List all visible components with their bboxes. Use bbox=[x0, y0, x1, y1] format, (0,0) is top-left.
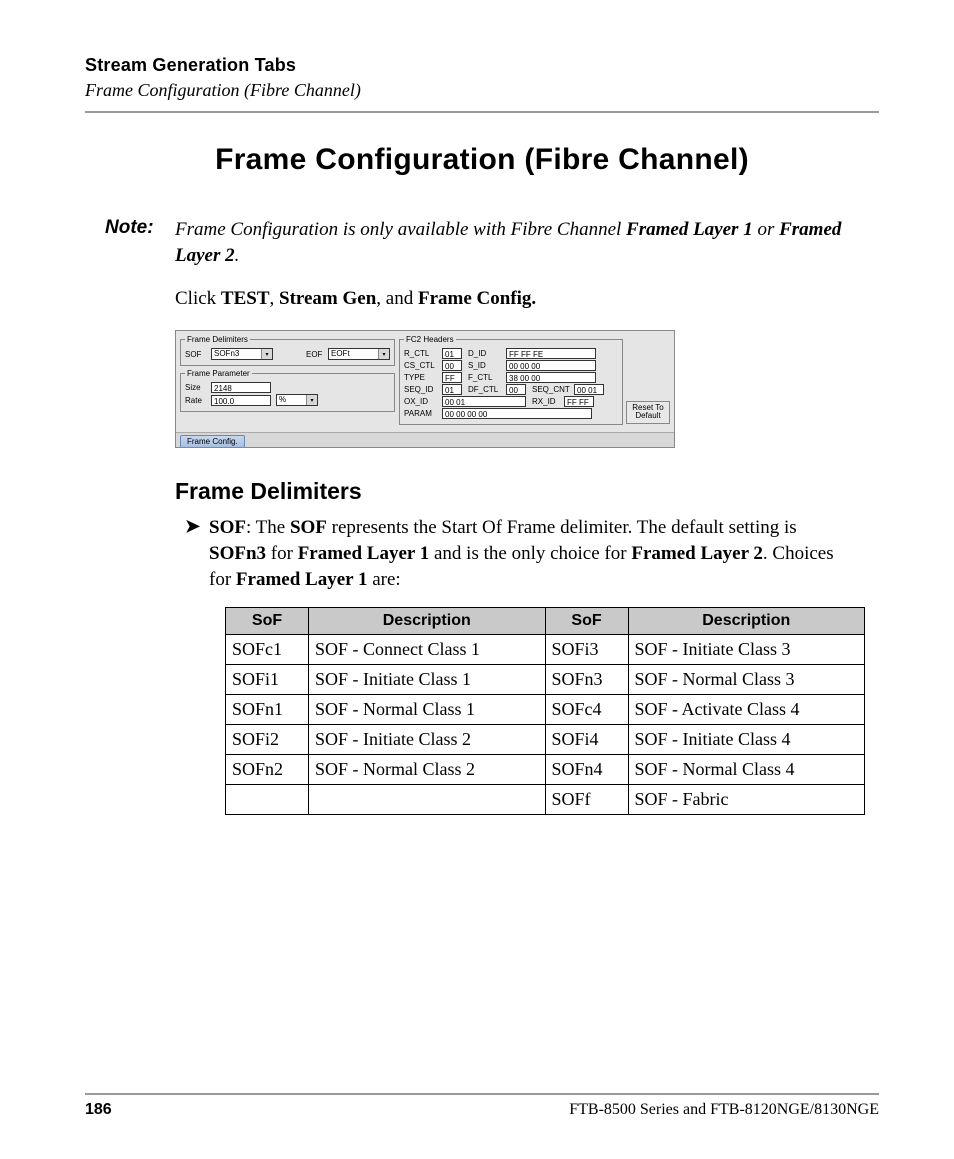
reset-default-button[interactable]: Reset To Default bbox=[626, 401, 670, 425]
th-desc-2: Description bbox=[628, 608, 865, 635]
table-cell: SOF - Fabric bbox=[628, 785, 865, 815]
table-cell: SOFn4 bbox=[545, 755, 628, 785]
chevron-down-icon: ▾ bbox=[378, 349, 389, 359]
frame-delimiters-legend: Frame Delimiters bbox=[185, 335, 250, 344]
ox-id-input[interactable]: 00 01 bbox=[442, 396, 526, 407]
df-ctl-input[interactable]: 00 bbox=[506, 384, 526, 395]
header-rule bbox=[85, 111, 879, 113]
chevron-down-icon: ▾ bbox=[261, 349, 272, 359]
bullet-text: SOF: The SOF represents the Start Of Fra… bbox=[209, 515, 839, 592]
footer-rule bbox=[85, 1093, 879, 1095]
eof-label: EOF bbox=[306, 350, 326, 359]
table-row: SOFn1SOF - Normal Class 1SOFc4SOF - Acti… bbox=[226, 695, 865, 725]
th-desc-1: Description bbox=[309, 608, 546, 635]
df-ctl-label: DF_CTL bbox=[468, 385, 504, 394]
ui-screenshot: Frame Delimiters SOF SOFn3 ▾ EOF EOFt ▾ bbox=[175, 330, 675, 448]
d-id-input[interactable]: FF FF FE bbox=[506, 348, 596, 359]
header-title: Stream Generation Tabs bbox=[85, 55, 879, 76]
note-text: Frame Configuration is only available wi… bbox=[175, 217, 879, 268]
header-subtitle: Frame Configuration (Fibre Channel) bbox=[85, 80, 879, 101]
table-cell: SOFi4 bbox=[545, 725, 628, 755]
table-cell: SOF - Normal Class 1 bbox=[309, 695, 546, 725]
table-cell bbox=[309, 785, 546, 815]
param-input[interactable]: 00 00 00 00 bbox=[442, 408, 592, 419]
type-input[interactable]: FF bbox=[442, 372, 462, 383]
table-cell: SOFc4 bbox=[545, 695, 628, 725]
table-row: SOFc1SOF - Connect Class 1SOFi3SOF - Ini… bbox=[226, 635, 865, 665]
table-cell: SOF - Initiate Class 3 bbox=[628, 635, 865, 665]
table-cell: SOFc1 bbox=[226, 635, 309, 665]
seq-cnt-label: SEQ_CNT bbox=[532, 385, 572, 394]
d-id-label: D_ID bbox=[468, 349, 504, 358]
sof-table: SoF Description SoF Description SOFc1SOF… bbox=[225, 607, 865, 815]
table-cell: SOF - Normal Class 3 bbox=[628, 665, 865, 695]
r-ctl-input[interactable]: 01 bbox=[442, 348, 462, 359]
table-cell: SOF - Initiate Class 1 bbox=[309, 665, 546, 695]
rate-label: Rate bbox=[185, 396, 209, 405]
s-id-label: S_ID bbox=[468, 361, 504, 370]
table-row: SOFi2SOF - Initiate Class 2SOFi4SOF - In… bbox=[226, 725, 865, 755]
table-cell: SOFn2 bbox=[226, 755, 309, 785]
fc2-headers-group: FC2 Headers R_CTL 01 D_ID FF FF FE CS_CT… bbox=[399, 335, 623, 425]
type-label: TYPE bbox=[404, 373, 440, 382]
seq-id-label: SEQ_ID bbox=[404, 385, 440, 394]
tab-bar: Frame Config. bbox=[176, 432, 674, 447]
table-cell: SOF - Activate Class 4 bbox=[628, 695, 865, 725]
table-cell: SOFf bbox=[545, 785, 628, 815]
r-ctl-label: R_CTL bbox=[404, 349, 440, 358]
table-cell: SOF - Connect Class 1 bbox=[309, 635, 546, 665]
table-row: SOFn2SOF - Normal Class 2SOFn4SOF - Norm… bbox=[226, 755, 865, 785]
table-row: SOFi1SOF - Initiate Class 1SOFn3SOF - No… bbox=[226, 665, 865, 695]
size-input[interactable]: 2148 bbox=[211, 382, 271, 393]
table-cell: SOFi1 bbox=[226, 665, 309, 695]
cs-ctl-input[interactable]: 00 bbox=[442, 360, 462, 371]
table-row: SOFfSOF - Fabric bbox=[226, 785, 865, 815]
table-cell: SOF - Normal Class 4 bbox=[628, 755, 865, 785]
param-label: PARAM bbox=[404, 409, 440, 418]
ox-id-label: OX_ID bbox=[404, 397, 440, 406]
sof-select[interactable]: SOFn3 ▾ bbox=[211, 348, 273, 360]
frame-delimiters-group: Frame Delimiters SOF SOFn3 ▾ EOF EOFt ▾ bbox=[180, 335, 395, 366]
note-label: Note: bbox=[105, 217, 175, 268]
eof-select[interactable]: EOFt ▾ bbox=[328, 348, 390, 360]
chevron-down-icon: ▾ bbox=[306, 395, 317, 405]
seq-id-input[interactable]: 01 bbox=[442, 384, 462, 395]
rx-id-label: RX_ID bbox=[532, 397, 562, 406]
table-cell: SOF - Initiate Class 4 bbox=[628, 725, 865, 755]
sof-label: SOF bbox=[185, 350, 209, 359]
th-sof-1: SoF bbox=[226, 608, 309, 635]
instruction: Click TEST, Stream Gen, and Frame Config… bbox=[175, 288, 879, 310]
table-cell: SOFn3 bbox=[545, 665, 628, 695]
size-label: Size bbox=[185, 383, 209, 392]
table-cell: SOFi3 bbox=[545, 635, 628, 665]
page-number: 186 bbox=[85, 1101, 112, 1119]
table-cell: SOFn1 bbox=[226, 695, 309, 725]
table-cell: SOF - Normal Class 2 bbox=[309, 755, 546, 785]
rate-input[interactable]: 100.0 bbox=[211, 395, 271, 406]
tab-frame-config[interactable]: Frame Config. bbox=[180, 435, 245, 447]
section-title: Frame Delimiters bbox=[175, 478, 879, 505]
table-cell bbox=[226, 785, 309, 815]
cs-ctl-label: CS_CTL bbox=[404, 361, 440, 370]
page-title: Frame Configuration (Fibre Channel) bbox=[85, 143, 879, 177]
rate-unit-select[interactable]: % ▾ bbox=[276, 394, 318, 406]
rx-id-input[interactable]: FF FF bbox=[564, 396, 594, 407]
doc-id: FTB-8500 Series and FTB-8120NGE/8130NGE bbox=[569, 1101, 879, 1119]
bullet-icon: ➤ bbox=[185, 515, 209, 592]
table-cell: SOFi2 bbox=[226, 725, 309, 755]
f-ctl-input[interactable]: 38 00 00 bbox=[506, 372, 596, 383]
s-id-input[interactable]: 00 00 00 bbox=[506, 360, 596, 371]
seq-cnt-input[interactable]: 00 01 bbox=[574, 384, 604, 395]
table-cell: SOF - Initiate Class 2 bbox=[309, 725, 546, 755]
th-sof-2: SoF bbox=[545, 608, 628, 635]
f-ctl-label: F_CTL bbox=[468, 373, 504, 382]
fc2-headers-legend: FC2 Headers bbox=[404, 335, 456, 344]
frame-parameter-legend: Frame Parameter bbox=[185, 369, 252, 378]
frame-parameter-group: Frame Parameter Size 2148 Rate 100.0 % ▾ bbox=[180, 369, 395, 412]
